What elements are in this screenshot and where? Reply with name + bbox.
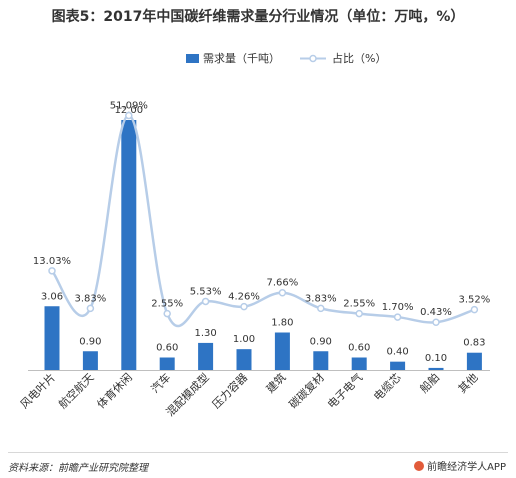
share-value-label: 3.52% [459,295,491,306]
bar-value-label: 1.30 [194,328,216,339]
x-tick-label: 电缆芯 [370,370,403,403]
bar [466,352,482,370]
bar-value-label: 0.60 [156,343,178,354]
legend-line-marker [309,54,317,63]
bar [44,306,60,370]
share-value-label: 3.83% [75,293,107,304]
bar [121,120,137,370]
share-value-label: 4.26% [228,292,260,303]
footer-divider [8,452,508,453]
share-value-label: 13.03% [33,256,71,267]
share-markers [48,111,479,326]
bar-value-label: 0.83 [463,338,485,349]
bar-value-label: 0.90 [310,336,332,347]
share-marker [393,313,402,321]
x-tick-label: 体育休闲 [94,370,135,411]
share-marker [470,305,479,314]
legend-line-label: 占比（%） [332,51,386,65]
bar [313,351,329,370]
bar [82,351,98,370]
share-marker [48,267,56,275]
legend: 需求量（千吨） 占比（%） [186,51,386,65]
share-marker [163,309,171,318]
bar-value-label: 1.80 [271,318,293,329]
x-tick-label: 建筑 [263,370,288,395]
share-labels: 13.03% 3.83% 51.09% 2.55% 5.53% 4.26% 7.66% 3.8… [33,101,490,319]
source-note: 资料来源：前瞻产业研究院整理 [8,463,148,474]
x-tick-label: 压力容器 [209,370,250,411]
x-tick-label: 船舶 [417,370,442,395]
bar-value-label: 0.90 [79,336,101,347]
share-value-label: 2.55% [343,299,375,310]
legend-bar-swatch [186,54,199,63]
share-value-label: 51.09% [110,101,148,112]
x-tick-label: 其他 [456,371,481,396]
share-line [50,114,475,328]
share-marker [125,111,133,120]
x-tick-label: 电子电气 [324,370,365,411]
bar-value-label: 12.00 [114,105,143,116]
x-tick-label: 汽车 [148,370,173,395]
bar [390,361,406,370]
share-value-label: 1.70% [382,302,414,313]
share-value-label: 0.43% [420,307,452,318]
bar [236,349,252,370]
share-marker [86,304,95,313]
bar-value-label: 1.00 [233,334,255,345]
bar [198,342,214,370]
share-value-label: 2.55% [151,299,183,310]
chart-title: 图表5：2017年中国碳纤维需求量分行业情况（单位：万吨，%） [51,9,465,25]
share-marker [432,318,440,326]
share-value-label: 7.66% [267,278,299,289]
share-marker [201,297,210,306]
x-tick-label: 风电叶片 [18,371,58,411]
bars [44,120,482,370]
brand-logo-icon [414,461,425,471]
bar [274,332,290,370]
bar-value-label: 0.40 [386,347,408,358]
share-value-label: 3.83% [305,293,337,304]
bar-value-label: 3.06 [41,291,63,302]
bar [351,357,367,370]
share-marker [240,302,248,311]
brand-text: 前瞻经济学人APP [427,462,506,473]
share-marker [278,288,287,297]
brand: 前瞻经济学人APP [414,458,506,473]
bar-value-label: 0.10 [425,353,447,364]
bar [428,367,444,370]
x-tick-label: 碳碳复材 [286,370,327,411]
bar-labels: 3.06 0.90 12.00 0.60 1.30 1.00 1.80 0.90 0.60 0.4… [41,105,486,364]
share-marker [317,304,325,313]
x-tick-label: 航空航天 [56,370,97,411]
bar-value-label: 0.60 [348,343,370,354]
share-value-label: 5.53% [190,286,222,297]
legend-bar-label: 需求量（千吨） [203,52,280,65]
share-marker [355,309,363,318]
bar [159,357,175,370]
